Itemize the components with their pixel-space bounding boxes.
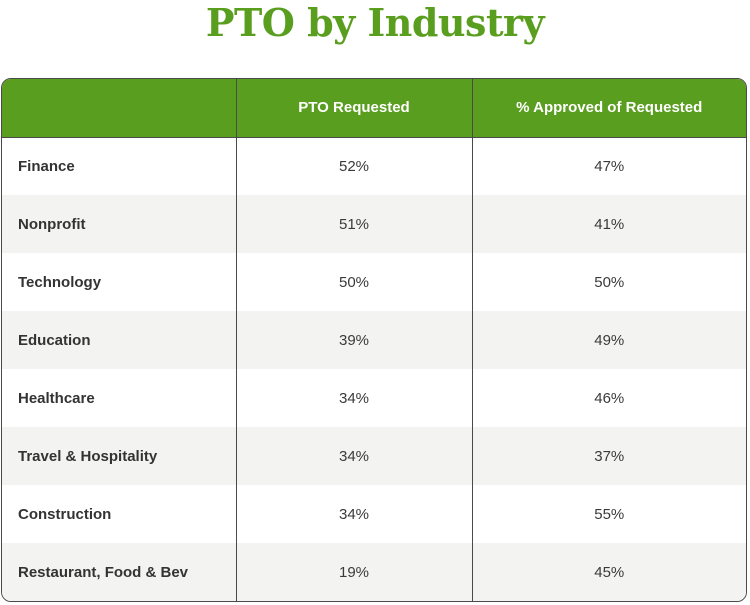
cell-pto-requested: 19%: [235, 543, 472, 601]
header-approved: % Approved of Requested: [471, 79, 746, 138]
table-body: Finance 52% 47% Nonprofit 51% 41% Technology 50…: [2, 137, 746, 601]
table-row: Finance 52% 47%: [2, 137, 746, 195]
table-row: Healthcare 34% 46%: [2, 369, 746, 427]
cell-industry: Travel & Hospitality: [18, 447, 158, 465]
cell-industry: Restaurant, Food & Bev: [18, 563, 189, 581]
cell-approved: 37%: [471, 427, 746, 485]
header-pto-requested: PTO Requested: [235, 79, 472, 138]
table-row: Travel & Hospitality 34% 37%: [2, 427, 746, 485]
cell-pto-requested: 51%: [235, 195, 472, 253]
table-row: Construction 34% 55%: [2, 485, 746, 543]
cell-industry: Nonprofit: [18, 215, 86, 233]
cell-industry: Healthcare: [18, 389, 95, 407]
cell-pto-requested: 50%: [235, 253, 472, 311]
cell-industry: Education: [18, 331, 91, 349]
cell-industry: Technology: [18, 273, 102, 291]
data-table-container: PTO Requested % Approved of Requested Fi…: [1, 78, 747, 602]
table-header-row: PTO Requested % Approved of Requested: [2, 79, 746, 138]
cell-industry: Construction: [18, 505, 112, 523]
chart-title: PTO by Industry: [205, 0, 545, 45]
cell-pto-requested: 39%: [235, 311, 472, 369]
cell-pto-requested: 34%: [235, 485, 472, 543]
cell-pto-requested: 34%: [235, 427, 472, 485]
cell-approved: 46%: [471, 369, 746, 427]
table-row: Nonprofit 51% 41%: [2, 195, 746, 253]
cell-approved: 45%: [471, 543, 746, 601]
cell-approved: 55%: [471, 485, 746, 543]
cell-pto-requested: 52%: [235, 137, 472, 195]
pto-table: PTO Requested % Approved of Requested Fi…: [2, 79, 746, 601]
cell-approved: 49%: [471, 311, 746, 369]
cell-approved: 41%: [471, 195, 746, 253]
cell-approved: 50%: [471, 253, 746, 311]
table-row: Education 39% 49%: [2, 311, 746, 369]
table-row: Restaurant, Food & Bev 19% 45%: [2, 543, 746, 601]
cell-pto-requested: 34%: [235, 369, 472, 427]
cell-approved: 47%: [471, 137, 746, 195]
cell-industry: Finance: [18, 157, 75, 175]
table-row: Technology 50% 50%: [2, 253, 746, 311]
header-industry: [2, 79, 236, 138]
